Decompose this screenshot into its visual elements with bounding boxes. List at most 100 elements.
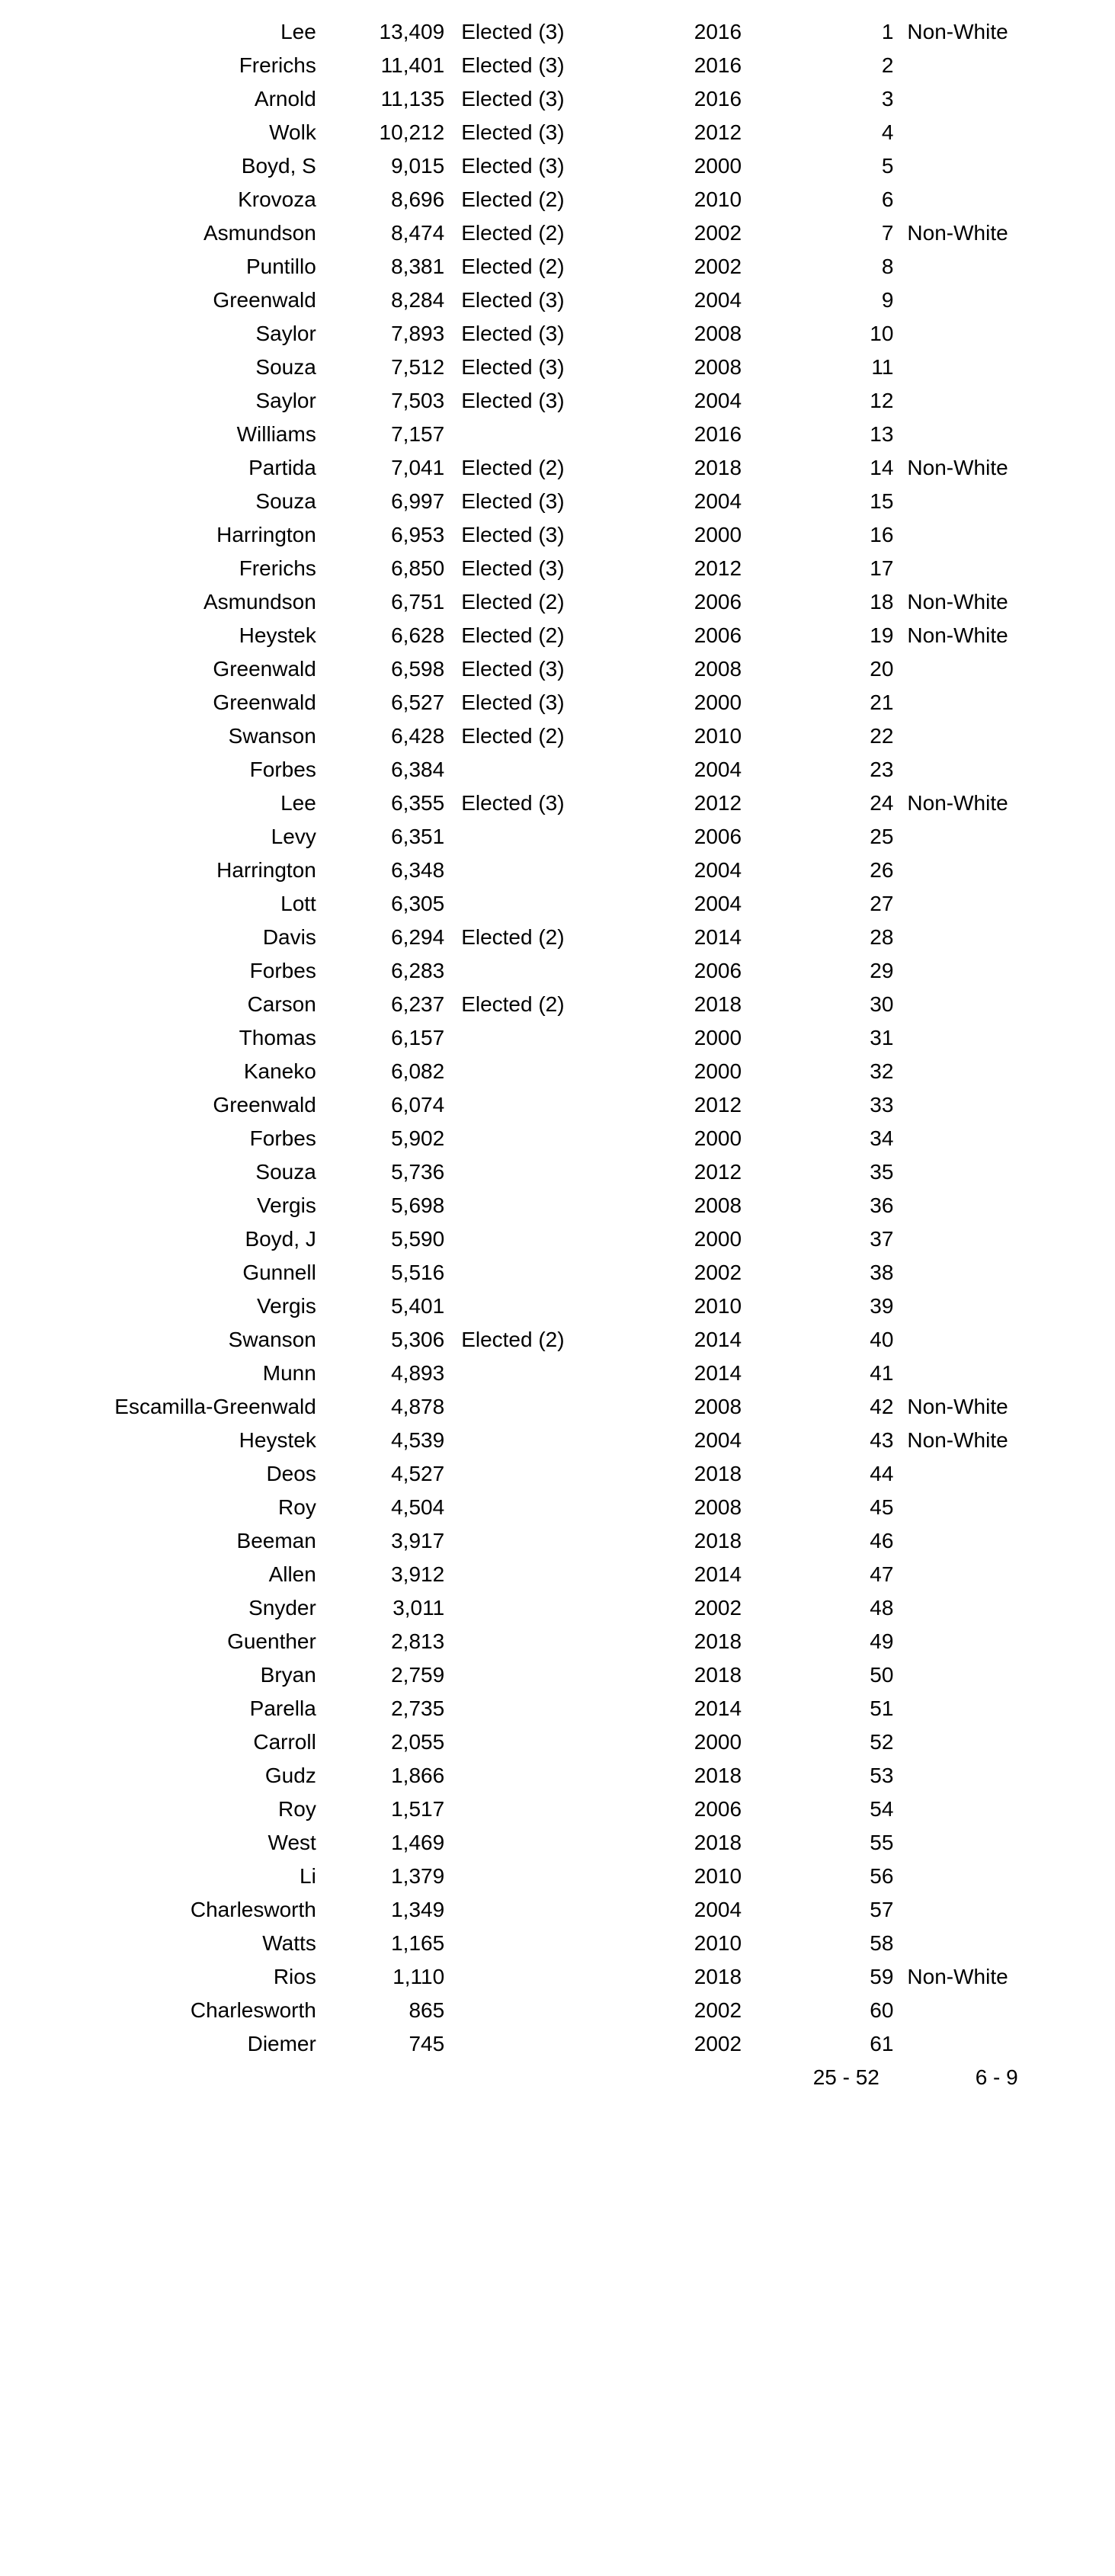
table-row: Greenwald6,527Elected (3)200021 [23, 686, 1092, 719]
cell-votes: 1,379 [322, 1860, 450, 1893]
cell-name: Heystek [23, 619, 322, 652]
cell-note [899, 1625, 1092, 1658]
table-row: Parella2,735201451 [23, 1692, 1092, 1725]
table-row: Heystek4,539200443Non-White [23, 1424, 1092, 1457]
cell-status [450, 1524, 643, 1558]
cell-rank: 6 [793, 183, 899, 216]
cell-name: Deos [23, 1457, 322, 1491]
cell-rank: 11 [793, 351, 899, 384]
table-row: Gudz1,866201853 [23, 1759, 1092, 1793]
cell-year: 2002 [643, 1591, 793, 1625]
table-row: Partida7,041Elected (2)201814Non-White [23, 451, 1092, 485]
cell-status: Elected (3) [450, 518, 643, 552]
cell-votes: 11,135 [322, 82, 450, 116]
cell-status [450, 1222, 643, 1256]
table-row: Puntillo8,381Elected (2)20028 [23, 250, 1092, 284]
cell-name: Gudz [23, 1759, 322, 1793]
cell-votes: 7,512 [322, 351, 450, 384]
cell-note: Non-White [899, 451, 1092, 485]
cell-status: Elected (3) [450, 652, 643, 686]
cell-year: 2000 [643, 1021, 793, 1055]
cell-year: 2008 [643, 351, 793, 384]
cell-votes: 4,893 [322, 1357, 450, 1390]
table-row: Forbes6,283200629 [23, 954, 1092, 988]
cell-year: 2000 [643, 1222, 793, 1256]
cell-name: Partida [23, 451, 322, 485]
cell-note [899, 1658, 1092, 1692]
cell-status [450, 954, 643, 988]
table-row: Bryan2,759201850 [23, 1658, 1092, 1692]
table-row: Arnold11,135Elected (3)20163 [23, 82, 1092, 116]
cell-votes: 7,041 [322, 451, 450, 485]
cell-year: 2008 [643, 1491, 793, 1524]
cell-year: 2012 [643, 552, 793, 585]
cell-status: Elected (3) [450, 49, 643, 82]
cell-rank: 30 [793, 988, 899, 1021]
cell-votes: 6,157 [322, 1021, 450, 1055]
cell-note [899, 1927, 1092, 1960]
cell-note [899, 1323, 1092, 1357]
cell-votes: 6,348 [322, 854, 450, 887]
table-row: Lee13,409Elected (3)20161Non-White [23, 15, 1092, 49]
table-row: Williams7,157201613 [23, 418, 1092, 451]
cell-name: Greenwald [23, 1088, 322, 1122]
cell-note [899, 1088, 1092, 1122]
cell-year: 2016 [643, 15, 793, 49]
cell-status: Elected (2) [450, 216, 643, 250]
cell-rank: 51 [793, 1692, 899, 1725]
cell-votes: 745 [322, 2027, 450, 2061]
cell-votes: 10,212 [322, 116, 450, 149]
cell-name: Escamilla-Greenwald [23, 1390, 322, 1424]
table-row: Swanson6,428Elected (2)201022 [23, 719, 1092, 753]
cell-note [899, 183, 1092, 216]
cell-rank: 38 [793, 1256, 899, 1290]
cell-status: Elected (2) [450, 921, 643, 954]
cell-rank: 20 [793, 652, 899, 686]
cell-note [899, 1725, 1092, 1759]
cell-name: Munn [23, 1357, 322, 1390]
cell-year: 2012 [643, 1088, 793, 1122]
cell-year: 2012 [643, 1155, 793, 1189]
cell-votes: 1,110 [322, 1960, 450, 1994]
cell-rank: 10 [793, 317, 899, 351]
cell-note [899, 1591, 1092, 1625]
cell-status: Elected (2) [450, 183, 643, 216]
cell-rank: 47 [793, 1558, 899, 1591]
cell-status [450, 1088, 643, 1122]
cell-votes: 1,866 [322, 1759, 450, 1793]
cell-status [450, 1390, 643, 1424]
cell-votes: 8,474 [322, 216, 450, 250]
cell-status [450, 2027, 643, 2061]
cell-status: Elected (2) [450, 1323, 643, 1357]
table-row: Li1,379201056 [23, 1860, 1092, 1893]
cell-rank: 8 [793, 250, 899, 284]
cell-votes: 2,813 [322, 1625, 450, 1658]
cell-note [899, 116, 1092, 149]
cell-status [450, 1692, 643, 1725]
cell-year: 2004 [643, 854, 793, 887]
table-row: Saylor7,893Elected (3)200810 [23, 317, 1092, 351]
cell-rank: 58 [793, 1927, 899, 1960]
cell-note [899, 854, 1092, 887]
cell-status: Elected (2) [450, 719, 643, 753]
cell-rank: 2 [793, 49, 899, 82]
cell-rank: 53 [793, 1759, 899, 1793]
cell-rank: 14 [793, 451, 899, 485]
cell-rank: 19 [793, 619, 899, 652]
summary-row: 25 - 52 6 - 9 [23, 2061, 1092, 2094]
cell-status [450, 1055, 643, 1088]
cell-status [450, 1122, 643, 1155]
cell-year: 2010 [643, 1290, 793, 1323]
cell-name: Beeman [23, 1524, 322, 1558]
cell-votes: 6,082 [322, 1055, 450, 1088]
cell-rank: 13 [793, 418, 899, 451]
cell-name: Rios [23, 1960, 322, 1994]
table-row: Deos4,527201844 [23, 1457, 1092, 1491]
cell-note: Non-White [899, 1960, 1092, 1994]
cell-votes: 6,751 [322, 585, 450, 619]
cell-votes: 6,351 [322, 820, 450, 854]
cell-status: Elected (3) [450, 149, 643, 183]
cell-note [899, 1155, 1092, 1189]
summary-rank-range: 25 - 52 [793, 2061, 899, 2094]
cell-year: 2000 [643, 686, 793, 719]
